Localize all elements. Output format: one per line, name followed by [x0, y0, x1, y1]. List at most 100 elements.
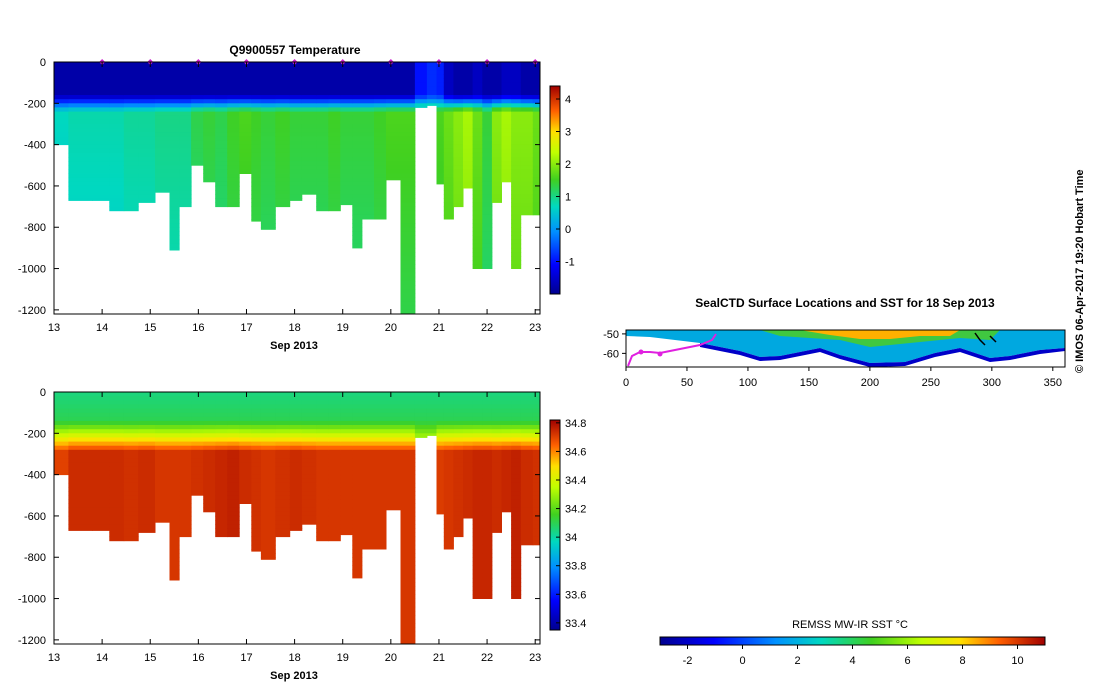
section-cell — [68, 194, 93, 199]
section-cell — [426, 408, 437, 414]
section-cell — [400, 590, 416, 595]
section-cell — [520, 491, 534, 496]
section-cell — [426, 404, 437, 409]
section-cell — [328, 78, 341, 84]
section-cell — [491, 132, 502, 137]
section-cell — [482, 569, 493, 575]
section-cell — [239, 429, 252, 434]
section-cell — [532, 198, 541, 203]
section-cell — [179, 190, 192, 195]
section-cell — [463, 157, 474, 162]
section-cell — [203, 136, 216, 141]
section-cell — [109, 190, 125, 195]
section-cell — [436, 437, 445, 442]
section-cell — [275, 404, 291, 409]
section-cell — [191, 136, 204, 141]
section-cell — [251, 520, 262, 525]
section-cell — [328, 107, 341, 112]
section-cell — [453, 420, 464, 426]
section-cell — [92, 507, 110, 513]
section-cell — [328, 478, 341, 484]
section-cell — [260, 507, 276, 513]
section-cell — [491, 520, 502, 525]
section-cell — [340, 119, 353, 125]
section-cell — [472, 115, 483, 121]
section-cell — [374, 499, 387, 504]
temperature-axes: 13 14 15 16 17 18 19 20 21 22 230-200-400-600-800-… — [18, 57, 541, 334]
section-cell — [275, 111, 291, 117]
section-cell — [169, 557, 180, 562]
section-cell — [203, 128, 216, 133]
section-cell — [54, 62, 69, 67]
section-cell — [472, 565, 483, 571]
section-cell — [215, 458, 228, 463]
section-cell — [453, 70, 464, 75]
section-cell — [179, 425, 192, 430]
section-cell — [472, 441, 483, 447]
section-cell — [251, 449, 262, 455]
copyright-label: © IMOS 06-Apr-2017 19:20 Hobart Time — [1074, 169, 1086, 373]
section-cell — [275, 458, 291, 463]
section-cell — [227, 103, 240, 108]
section-cell — [472, 594, 483, 599]
section-cell — [155, 169, 170, 174]
section-cell — [260, 416, 276, 422]
section-cell — [491, 495, 502, 500]
section-cell — [169, 437, 180, 442]
section-cell — [301, 66, 317, 71]
section-cell — [386, 400, 401, 405]
section-cell — [155, 62, 170, 67]
section-cell — [169, 462, 180, 467]
section-cell — [386, 157, 401, 162]
section-cell — [501, 404, 512, 409]
section-cell — [532, 66, 541, 71]
section-cell — [68, 503, 93, 509]
section-cell — [453, 433, 464, 438]
section-cell — [436, 396, 445, 401]
section-cell — [155, 181, 170, 187]
section-cell — [155, 396, 170, 401]
section-cell — [215, 107, 228, 112]
section-cell — [511, 408, 522, 414]
section-cell — [443, 198, 454, 203]
x-tick-label: 16 — [192, 652, 204, 664]
section-cell — [109, 66, 125, 71]
section-cell — [400, 107, 416, 112]
section-cell — [289, 185, 303, 191]
section-cell — [374, 441, 387, 447]
section-cell — [109, 107, 125, 112]
section-cell — [453, 482, 464, 488]
section-cell — [54, 466, 69, 471]
section-cell — [400, 247, 416, 253]
section-cell — [362, 441, 375, 447]
section-cell — [491, 503, 502, 509]
section-cell — [239, 487, 252, 492]
section-cell — [169, 499, 180, 504]
section-cell — [289, 165, 303, 170]
section-cell — [482, 111, 493, 117]
section-cell — [251, 62, 262, 67]
section-cell — [68, 520, 93, 525]
section-cell — [453, 466, 464, 471]
section-cell — [54, 433, 69, 438]
section-cell — [501, 152, 512, 158]
section-cell — [109, 441, 125, 447]
section-cell — [443, 132, 454, 137]
section-cell — [275, 437, 291, 442]
section-cell — [482, 425, 493, 430]
section-cell — [289, 198, 303, 201]
section-cell — [179, 115, 192, 121]
section-cell — [443, 62, 454, 67]
section-cell — [340, 482, 353, 488]
section-cell — [352, 198, 363, 203]
section-cell — [400, 615, 416, 620]
section-cell — [400, 177, 416, 183]
section-cell — [352, 231, 363, 236]
section-cell — [520, 511, 534, 517]
section-cell — [316, 140, 329, 146]
section-cell — [109, 474, 125, 480]
section-cell — [362, 66, 375, 71]
section-cell — [179, 416, 192, 422]
section-cell — [123, 148, 139, 154]
section-cell — [443, 532, 454, 538]
